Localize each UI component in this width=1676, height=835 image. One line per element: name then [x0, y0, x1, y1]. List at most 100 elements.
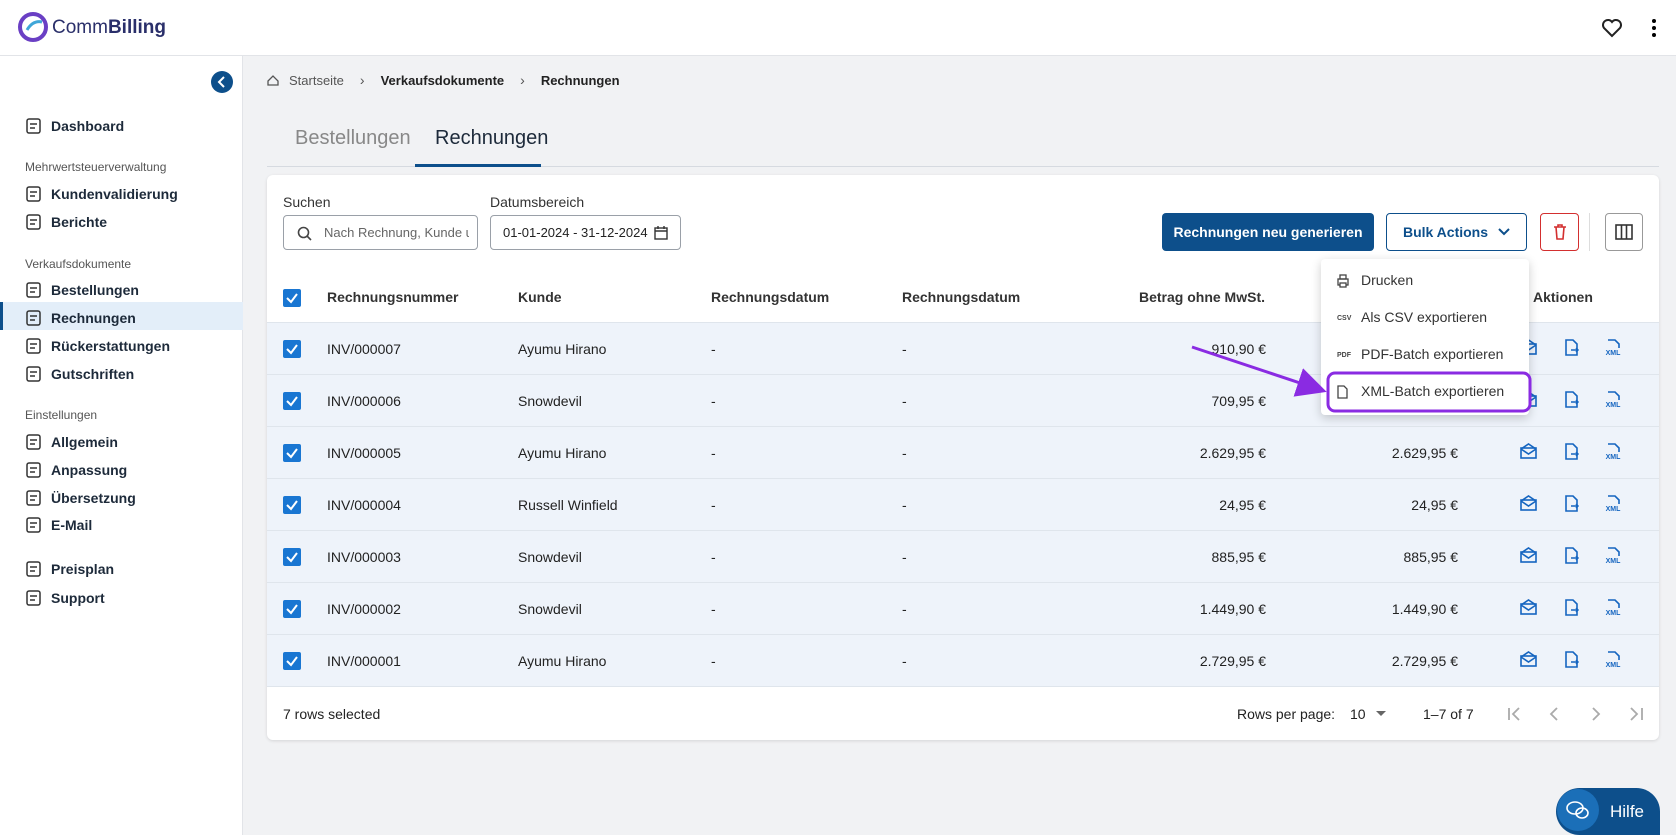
row-action[interactable] [1520, 443, 1538, 461]
sidebar-link[interactable]: Rechnungen [51, 310, 136, 326]
more-button[interactable] [1650, 18, 1658, 38]
table-cell: - [711, 549, 716, 565]
row-action[interactable] [1563, 443, 1581, 461]
help-button[interactable]: Hilfe [1556, 788, 1660, 835]
row-action[interactable]: XML [1605, 599, 1623, 617]
table-cell: - [711, 601, 716, 617]
tab[interactable]: Bestellungen [295, 127, 411, 149]
table-cell: - [711, 653, 716, 669]
bulk-label: Bulk Actions [1402, 224, 1489, 240]
favorite-button[interactable] [1601, 18, 1623, 38]
menu-item[interactable]: Drucken [1361, 272, 1414, 288]
table-cell: INV/000007 [327, 341, 401, 357]
last-page[interactable] [1630, 707, 1643, 721]
table-cell: Snowdevil [518, 393, 582, 409]
table-cell: - [902, 393, 907, 409]
table-cell: 1.449,90 € [1199, 601, 1266, 617]
row-action[interactable] [1520, 599, 1538, 617]
prev-page[interactable] [1549, 707, 1558, 721]
sidebar-link[interactable]: Berichte [51, 214, 108, 230]
row-action[interactable] [1563, 339, 1581, 357]
column-header: Aktionen [1533, 289, 1593, 305]
table-cell: - [711, 497, 716, 513]
row-action[interactable] [1563, 547, 1581, 565]
sidebar-link[interactable]: E-Mail [51, 517, 93, 533]
help-icon [1557, 789, 1599, 831]
row-action[interactable] [1520, 495, 1538, 513]
sidebar-icon [26, 186, 41, 202]
columns-button[interactable] [1605, 213, 1643, 251]
regenerate-button[interactable]: Rechnungen neu generieren [1162, 213, 1374, 251]
page-range: 1–7 of 7 [1423, 706, 1474, 722]
table-header: Rechnungsnummer Kunde Rechnungsdatum Rechnu… [267, 273, 1659, 322]
table-row: INV/000004 Russell Winfield - - 24,95 € 24,95… [267, 478, 1659, 530]
first-page[interactable] [1508, 707, 1520, 721]
svg-text:XML: XML [1606, 662, 1622, 669]
tabs: Bestellungen Rechnungen [267, 120, 1659, 167]
sidebar-link[interactable]: Preisplan [51, 561, 115, 577]
row-action[interactable] [1520, 547, 1538, 565]
menu-item[interactable]: PDF-Batch exportieren [1361, 346, 1504, 362]
table-cell: Snowdevil [518, 549, 582, 565]
sidebar-link[interactable]: Rückerstattungen [51, 338, 171, 354]
sidebar-link[interactable]: Bestellungen [51, 282, 139, 298]
row-action[interactable]: XML [1605, 391, 1623, 409]
row-action[interactable]: XML [1605, 651, 1623, 669]
sidebar-icon [26, 282, 41, 298]
sidebar-icon [26, 434, 41, 450]
next-page[interactable] [1592, 707, 1601, 721]
menu-icon: PDF [1337, 352, 1351, 359]
svg-text:XML: XML [1606, 506, 1622, 513]
sidebar-link[interactable]: Dashboard [51, 118, 125, 134]
table-row: INV/000005 Ayumu Hirano - - 2.629,95 € 2.629,… [267, 426, 1659, 478]
row-action[interactable]: XML [1605, 495, 1623, 513]
row-action[interactable]: XML [1605, 547, 1623, 565]
sidebar-link[interactable]: Gutschriften [51, 366, 135, 382]
search-icon [297, 226, 312, 241]
bulk-actions-button[interactable]: Bulk Actions [1386, 213, 1527, 251]
svg-text:XML: XML [1606, 454, 1622, 461]
row-action[interactable] [1563, 391, 1581, 409]
row-action[interactable] [1520, 651, 1538, 669]
checkbox [283, 600, 301, 618]
pagination [1508, 707, 1643, 721]
breadcrumb-item: Rechnungen [540, 72, 620, 88]
row-action[interactable]: XML [1605, 443, 1623, 461]
menu-icon: CSV [1337, 315, 1352, 322]
table-row: INV/000003 Snowdevil - - 885,95 € 885,95 € XML [267, 530, 1659, 582]
table-cell: 2.629,95 € [1199, 445, 1266, 461]
menu-item[interactable]: Als CSV exportieren [1361, 309, 1488, 325]
menu-item[interactable]: XML-Batch exportieren [1361, 383, 1505, 399]
sidebar-link[interactable]: Anpassung [51, 462, 128, 478]
svg-text:XML: XML [1606, 610, 1622, 617]
sidebar: Dashboard Mehrwertsteuerverwaltung Kundenv… [0, 56, 243, 835]
table-cell: - [902, 497, 907, 513]
rows-per-page-select[interactable]: 10 [1350, 706, 1386, 722]
breadcrumb-item[interactable]: Verkaufsdokumente [380, 72, 505, 88]
rows-per-page-label: Rows per page: [1237, 706, 1336, 722]
column-header: Rechnungsnummer [327, 289, 459, 305]
collapse-button[interactable] [210, 70, 234, 94]
tab[interactable]: Rechnungen [435, 127, 549, 149]
sidebar-icon [26, 517, 41, 533]
breadcrumb-item[interactable]: Startseite [289, 72, 344, 88]
column-header: Kunde [518, 289, 562, 305]
table-cell: INV/000006 [327, 393, 401, 409]
row-action[interactable] [1563, 599, 1581, 617]
sidebar-link[interactable]: Support [51, 590, 105, 606]
delete-button[interactable] [1540, 213, 1579, 251]
sidebar-link[interactable]: Übersetzung [51, 490, 136, 506]
table-cell: - [902, 341, 907, 357]
help-label: Hilfe [1609, 801, 1644, 821]
table-cell: 24,95 € [1219, 497, 1266, 513]
table-cell: 2.729,95 € [1199, 653, 1266, 669]
brand-part: Billing [107, 17, 167, 38]
row-action[interactable] [1563, 651, 1581, 669]
sidebar-link[interactable]: Kundenvalidierung [51, 186, 178, 202]
date-input[interactable]: 01-01-2024 - 31-12-2024 [490, 215, 681, 250]
search-input[interactable]: Nach Rechnung, Kunde u [283, 215, 478, 250]
row-action[interactable] [1563, 495, 1581, 513]
row-action[interactable]: XML [1605, 339, 1623, 357]
sidebar-link[interactable]: Allgemein [51, 434, 118, 450]
